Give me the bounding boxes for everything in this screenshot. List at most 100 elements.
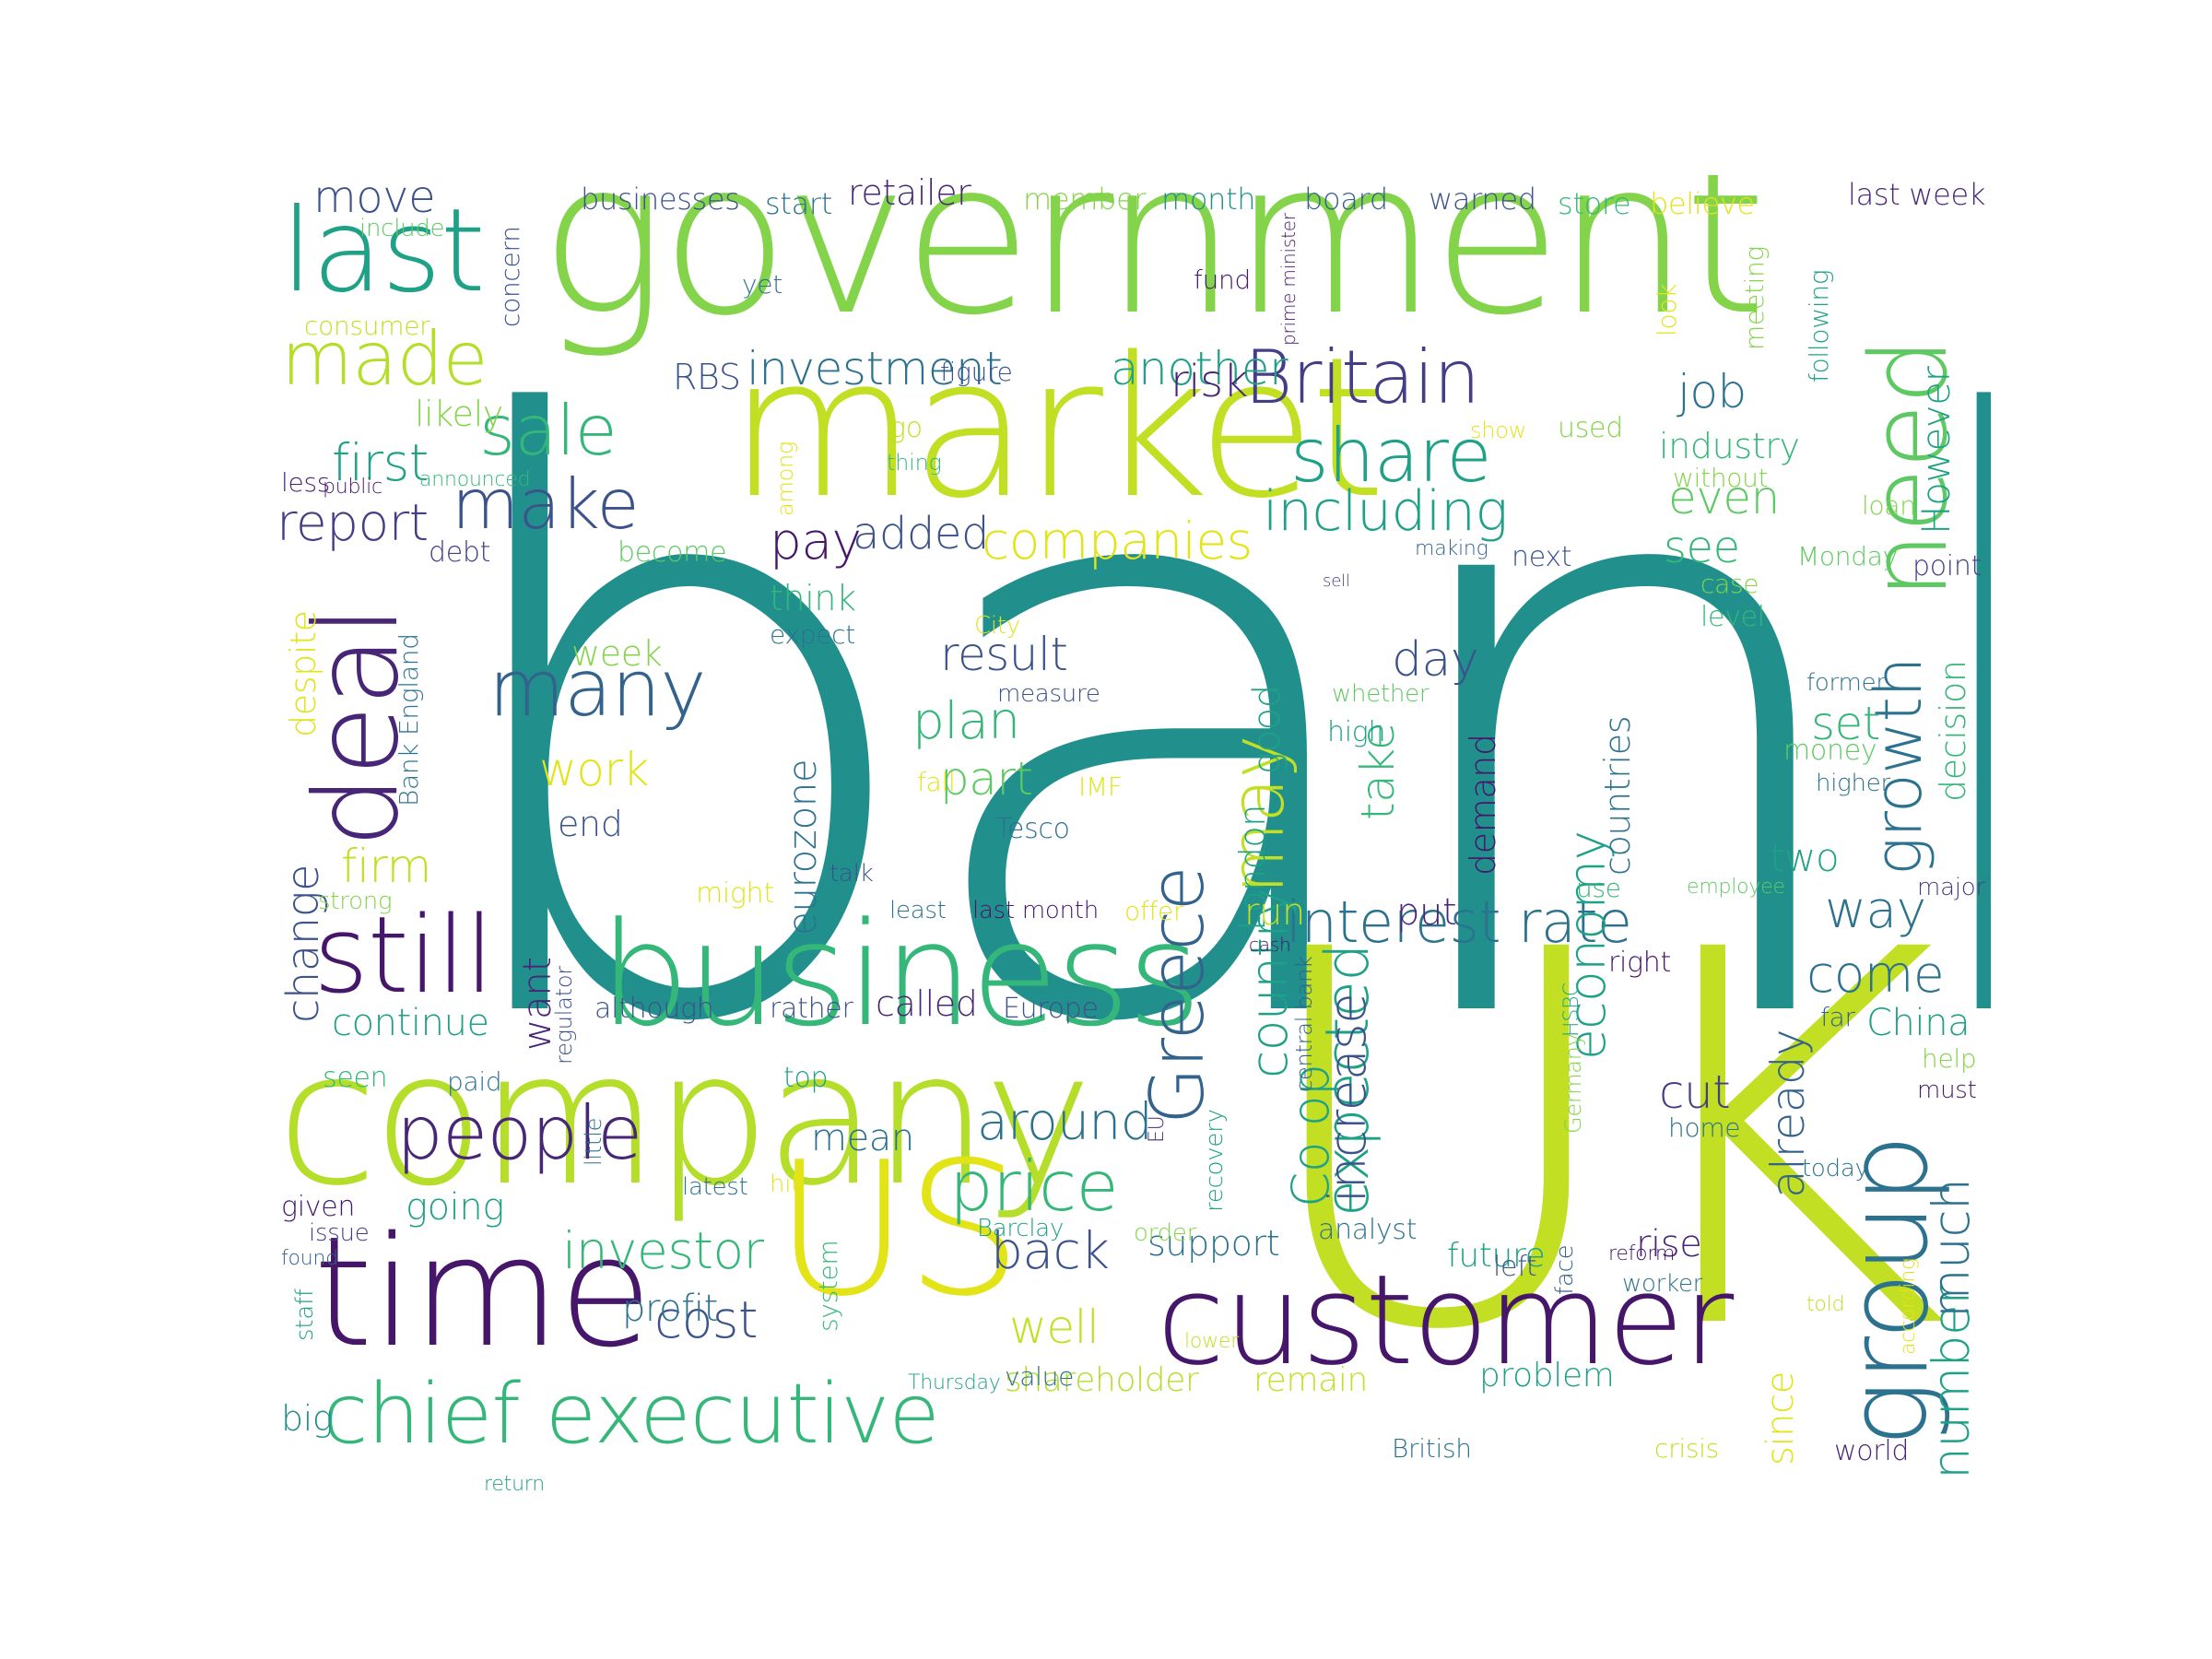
word-barclay: Barclay xyxy=(977,1215,1065,1242)
word-city: City xyxy=(974,612,1020,640)
word-money: money xyxy=(1783,735,1877,767)
word-profit: profit xyxy=(622,1288,718,1330)
word-government: government xyxy=(539,175,1767,362)
word-store: store xyxy=(1558,186,1631,221)
word-less: less xyxy=(281,467,331,498)
word-firm: firm xyxy=(341,840,431,893)
word-analyst: analyst xyxy=(1318,1214,1418,1246)
word-continue: continue xyxy=(332,1002,489,1044)
word-germany: Germany xyxy=(1560,1033,1586,1134)
word-found: found xyxy=(281,1247,338,1270)
word-part: part xyxy=(940,752,1033,806)
word-work: work xyxy=(539,743,650,796)
word-following: following xyxy=(1804,269,1834,382)
word-come: come xyxy=(1806,945,1945,1004)
word-chief-executive: chief executive xyxy=(323,1366,940,1463)
word-last: last xyxy=(281,184,486,318)
word-warned: warned xyxy=(1429,182,1536,217)
word-shareholder: shareholder xyxy=(1005,1361,1199,1399)
word-well: well xyxy=(1009,1300,1100,1354)
word-problem: problem xyxy=(1479,1357,1615,1394)
word-include: include xyxy=(359,215,445,242)
word-still: still xyxy=(313,894,494,1018)
word-countries: countries xyxy=(1597,715,1638,876)
word-put: put xyxy=(1396,891,1457,934)
word-offer: offer xyxy=(1124,896,1184,926)
word-employee: employee xyxy=(1687,876,1785,899)
word-going: going xyxy=(406,1186,504,1229)
word-right: right xyxy=(1608,947,1671,979)
word-good: good xyxy=(1246,685,1288,774)
word-share: share xyxy=(1290,413,1492,499)
word-time: time xyxy=(313,1204,653,1381)
word-support: support xyxy=(1147,1223,1280,1264)
word-hit: hit xyxy=(770,1171,801,1198)
word-measure: measure xyxy=(997,680,1100,708)
word-set: set xyxy=(1811,697,1880,750)
word-first: first xyxy=(332,433,429,492)
word-issue: issue xyxy=(309,1219,370,1247)
word-europe: Europe xyxy=(1003,993,1099,1025)
word-britain: Britain xyxy=(1244,335,1480,420)
word-consumer: consumer xyxy=(304,311,430,341)
word-told: told xyxy=(1806,1293,1845,1316)
word-recovery: recovery xyxy=(1201,1109,1229,1212)
word-look: look xyxy=(1652,283,1682,336)
word-central-bank: central bank xyxy=(1291,956,1317,1092)
word-job: job xyxy=(1677,365,1747,418)
word-value: value xyxy=(1005,1361,1075,1392)
word-including: including xyxy=(1263,479,1508,544)
word-bank-england: Bank England xyxy=(394,633,424,806)
word-major: major xyxy=(1917,874,1985,901)
word-rise: rise xyxy=(1636,1223,1702,1265)
word-return: return xyxy=(484,1473,545,1496)
word-thing: thing xyxy=(887,450,942,476)
word-given: given xyxy=(281,1191,356,1223)
word-end: end xyxy=(558,804,623,844)
word-last-week: last week xyxy=(1848,177,1986,212)
word-expect: expect xyxy=(770,619,855,650)
word-little: little xyxy=(581,1117,606,1166)
word-cash: cash xyxy=(1249,934,1291,956)
word-strong: strong xyxy=(318,888,393,915)
word-despite: despite xyxy=(283,610,324,737)
word-without: without xyxy=(1673,463,1769,493)
word-latest: latest xyxy=(682,1173,748,1201)
word-week: week xyxy=(571,633,663,674)
word-investment: investment xyxy=(747,342,1003,395)
word-however: However xyxy=(1913,366,1959,535)
word-figure: figure xyxy=(940,357,1013,387)
word-plan: plan xyxy=(912,691,1020,750)
word-price: price xyxy=(949,1146,1119,1227)
word-face: face xyxy=(1551,1244,1579,1295)
word-used: used xyxy=(1558,412,1623,444)
word-far: far xyxy=(1820,1002,1855,1032)
word-pay: pay xyxy=(770,512,862,571)
word-left: left xyxy=(1493,1251,1537,1283)
word-today: today xyxy=(1802,1155,1869,1182)
word-way: way xyxy=(1825,880,1926,939)
word-company: company xyxy=(276,1012,1093,1227)
word-called: called xyxy=(876,983,978,1024)
word-worker: worker xyxy=(1622,1270,1703,1298)
word-higher: higher xyxy=(1816,770,1890,797)
word-staff: staff xyxy=(291,1288,319,1341)
word-talk: talk xyxy=(830,860,874,888)
word-imf: IMF xyxy=(1078,771,1123,802)
word-result: result xyxy=(940,628,1068,681)
word-eurozone: eurozone xyxy=(780,759,825,935)
word-must: must xyxy=(1917,1077,1977,1104)
word-china: China xyxy=(1866,1002,1971,1044)
word-demand: demand xyxy=(1463,734,1503,876)
word-thursday: Thursday xyxy=(908,1371,1001,1394)
word-order: order xyxy=(1134,1219,1197,1247)
word-risk: risk xyxy=(1171,356,1248,407)
word-board: board xyxy=(1304,182,1388,217)
word-home: home xyxy=(1668,1112,1741,1143)
word-even: even xyxy=(1668,471,1780,524)
word-use: use xyxy=(1576,873,1621,903)
word-make: make xyxy=(452,464,640,545)
word-another: another xyxy=(1111,342,1288,395)
word-lower: lower xyxy=(1184,1330,1240,1353)
word-believe: believe xyxy=(1650,186,1755,221)
